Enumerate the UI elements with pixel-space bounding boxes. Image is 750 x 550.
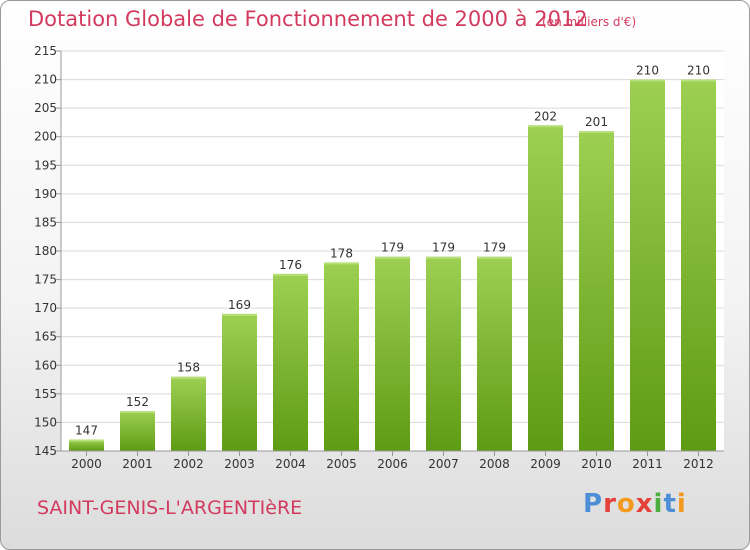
bar	[477, 256, 512, 451]
bar-value-label: 176	[279, 258, 302, 272]
bar	[273, 273, 308, 451]
bar	[171, 376, 206, 451]
y-tick-label: 210	[34, 73, 57, 87]
bar-value-label: 147	[75, 424, 98, 438]
bar-value-label: 210	[687, 64, 710, 78]
x-tick-label: 2005	[326, 457, 357, 471]
bar-highlight	[69, 439, 104, 442]
x-tick-label: 2009	[530, 457, 561, 471]
x-tick-label: 2006	[377, 457, 408, 471]
bar	[375, 256, 410, 451]
bar-highlight	[426, 256, 461, 259]
chart-title: Dotation Globale de Fonctionnement de 20…	[28, 7, 588, 31]
bar-highlight	[528, 125, 563, 128]
bar	[426, 256, 461, 451]
y-tick-label: 205	[34, 101, 57, 115]
y-tick-label: 185	[34, 215, 57, 229]
y-tick-label: 160	[34, 358, 57, 372]
bar-highlight	[579, 131, 614, 133]
y-tick-label: 170	[34, 301, 57, 315]
y-tick-label: 175	[34, 273, 57, 287]
bar-value-label: 201	[585, 115, 608, 129]
y-tick-label: 145	[34, 444, 57, 458]
bar-highlight	[324, 262, 359, 265]
chart-subtitle: (en milliers d'€)	[542, 15, 637, 29]
bar-highlight	[375, 256, 410, 259]
bar	[630, 79, 665, 452]
x-tick-label: 2010	[581, 457, 612, 471]
x-tick-label: 2008	[479, 457, 510, 471]
y-tick-label: 165	[34, 330, 57, 344]
y-tick-label: 155	[34, 387, 57, 401]
bar	[69, 439, 104, 451]
logo-letter: o	[616, 489, 636, 519]
logo-letter: t	[663, 489, 677, 519]
x-tick-label: 2000	[71, 457, 102, 471]
y-tick-label: 150	[34, 415, 57, 429]
bar	[579, 131, 614, 451]
bar	[681, 79, 716, 452]
y-tick-label: 215	[34, 44, 57, 58]
bar-highlight	[171, 376, 206, 379]
logo-letter: x	[635, 489, 654, 519]
bar	[324, 262, 359, 451]
commune-name: SAINT-GENIS-L'ARGENTIèRE	[37, 497, 303, 519]
bar-value-label: 210	[636, 64, 659, 78]
bar-value-label: 179	[432, 241, 455, 255]
bar-value-label: 158	[177, 361, 200, 375]
x-tick-label: 2002	[173, 457, 204, 471]
bar-value-label: 202	[534, 109, 557, 123]
bar-highlight	[222, 313, 257, 316]
bar-highlight	[120, 411, 155, 413]
y-tick-label: 195	[34, 158, 57, 172]
bar-value-label: 178	[330, 246, 353, 260]
x-tick-label: 2007	[428, 457, 459, 471]
bar-highlight	[681, 79, 716, 82]
x-tick-label: 2004	[275, 457, 306, 471]
x-tick-label: 2012	[683, 457, 714, 471]
bar-value-label: 179	[483, 241, 506, 255]
bar-value-label: 179	[381, 241, 404, 255]
x-tick-label: 2001	[122, 457, 153, 471]
bar	[120, 411, 155, 451]
y-tick-label: 180	[34, 244, 57, 258]
logo-letter: i	[676, 489, 687, 519]
bar-value-label: 152	[126, 395, 149, 409]
y-tick-label: 190	[34, 187, 57, 201]
bar	[222, 313, 257, 451]
bar-value-label: 169	[228, 298, 251, 312]
bar-highlight	[477, 256, 512, 259]
proxiti-logo: Proxiti	[583, 489, 687, 519]
bar-highlight	[630, 79, 665, 82]
logo-letter: P	[583, 489, 604, 519]
x-tick-label: 2003	[224, 457, 255, 471]
bar	[528, 125, 563, 452]
logo-letter: i	[653, 489, 664, 519]
y-tick-label: 200	[34, 130, 57, 144]
logo-letter: r	[603, 489, 617, 519]
x-tick-label: 2011	[632, 457, 663, 471]
bar-highlight	[273, 273, 308, 276]
